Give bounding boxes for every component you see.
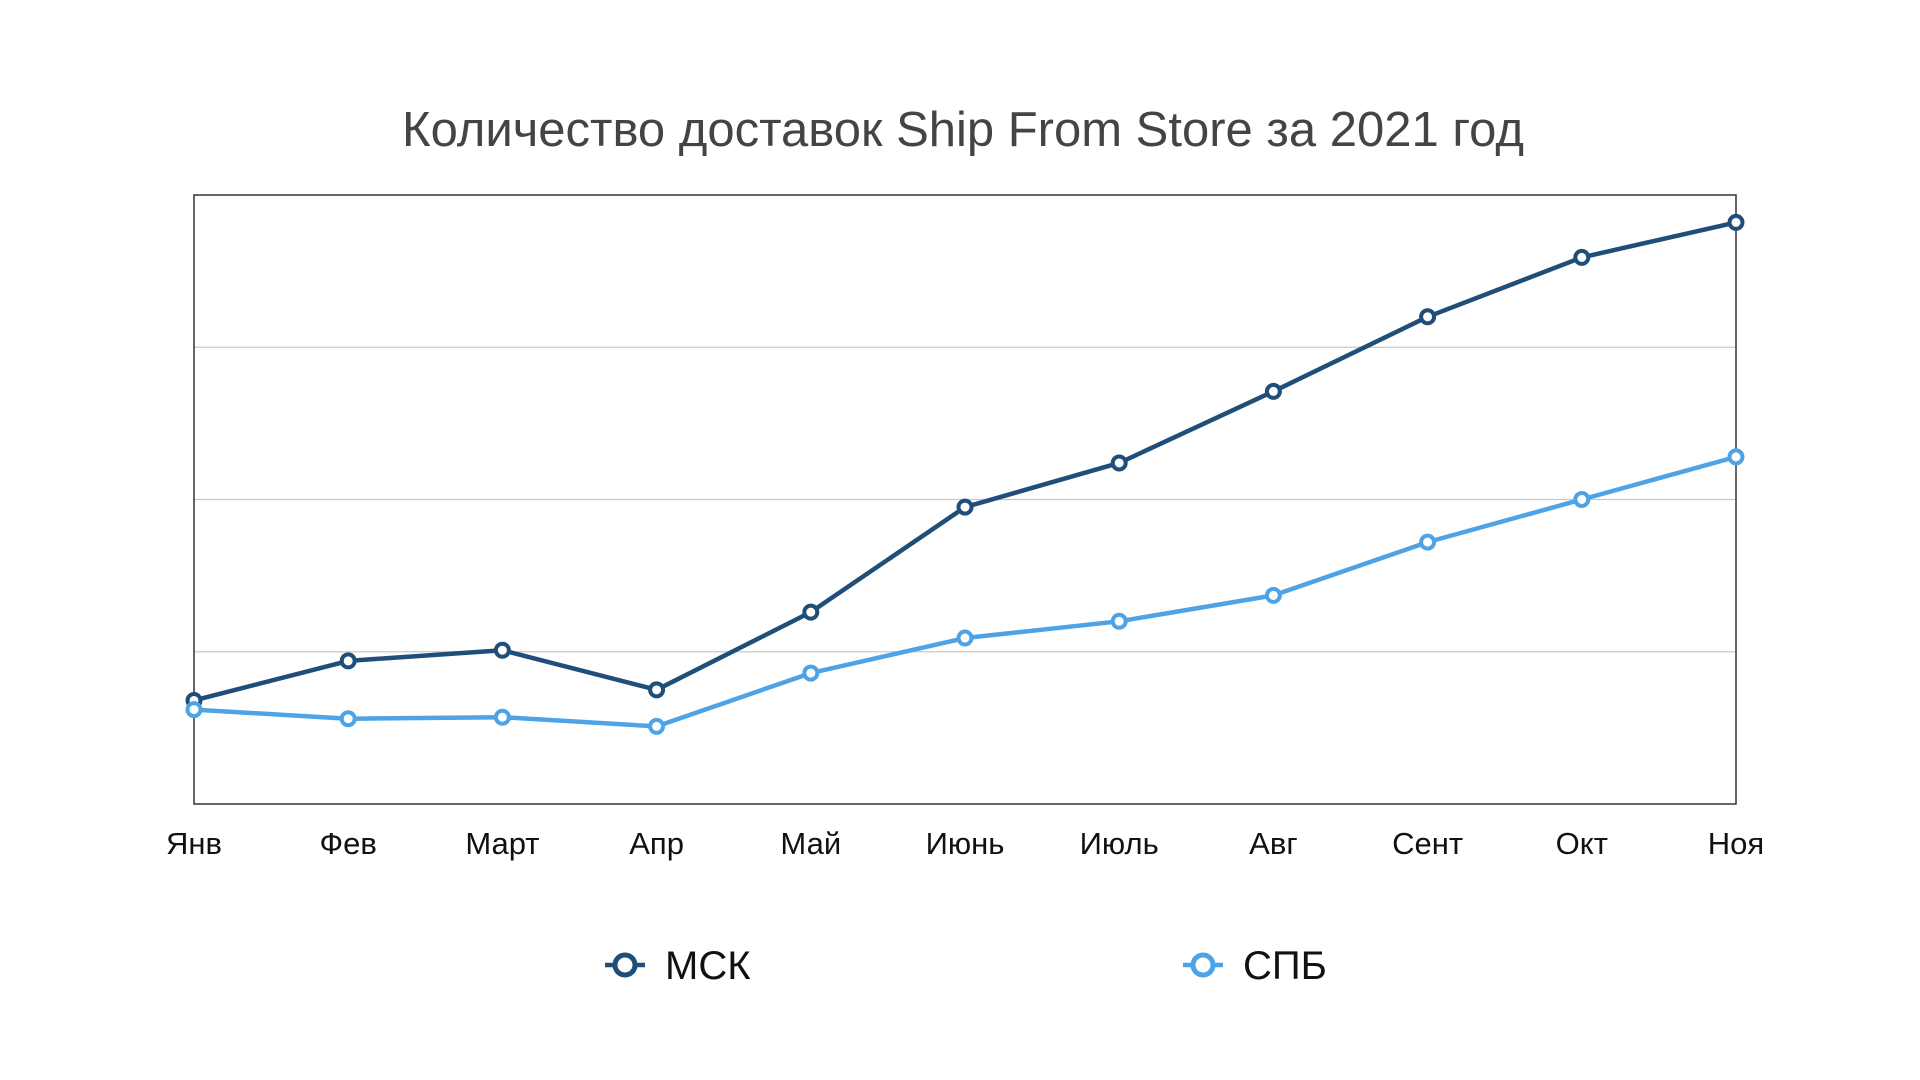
- data-point: [1419, 308, 1437, 326]
- x-tick-label: Март: [465, 826, 539, 861]
- x-tick-label: Ноя: [1708, 826, 1764, 861]
- legend: МСК СПБ: [605, 944, 1327, 988]
- x-tick-label: Фев: [320, 826, 377, 861]
- series-line: [191, 220, 1739, 703]
- series-1: [185, 213, 1745, 709]
- data-point: [493, 641, 511, 659]
- x-tick-label: Сент: [1392, 826, 1463, 861]
- data-point: [1573, 248, 1591, 266]
- series-line: [191, 454, 1739, 729]
- data-point: [956, 629, 974, 647]
- x-axis-tick-labels: Янв Фев Март Апр Май Июнь Июль Авг Сент Окт Ноя: [166, 826, 1764, 861]
- data-point: [648, 681, 666, 699]
- data-point: [1727, 213, 1745, 231]
- data-point: [493, 708, 511, 726]
- x-tick-label: Окт: [1556, 826, 1608, 861]
- legend-item: МСК: [605, 944, 751, 988]
- data-point: [1419, 533, 1437, 551]
- plot-area-border: [193, 194, 1737, 805]
- x-tick-label: Июль: [1080, 826, 1159, 861]
- legend-label: СПБ: [1243, 944, 1327, 988]
- data-point: [1264, 586, 1282, 604]
- x-tick-label: Апр: [629, 826, 684, 861]
- x-tick-label: Авг: [1249, 826, 1297, 861]
- data-point: [1573, 491, 1591, 508]
- legend-item: СПБ: [1183, 944, 1327, 988]
- chart-title: Количество доставок Ship From Store за 2…: [402, 103, 1524, 157]
- series-2: [185, 448, 1745, 735]
- data-point: [339, 710, 357, 728]
- legend-marker: [1190, 952, 1216, 978]
- series-layer: [185, 213, 1745, 735]
- data-point: [956, 498, 974, 516]
- data-point: [802, 603, 820, 621]
- x-tick-label: Янв: [166, 826, 222, 861]
- data-point: [1727, 448, 1745, 466]
- data-point: [802, 664, 820, 682]
- data-point: [185, 701, 203, 719]
- data-point: [1110, 612, 1128, 630]
- data-point: [1110, 454, 1128, 472]
- x-tick-label: Май: [780, 826, 841, 861]
- data-point: [1264, 382, 1282, 400]
- data-point: [648, 717, 666, 735]
- data-point: [339, 652, 357, 670]
- x-tick-label: Июнь: [926, 826, 1005, 861]
- legend-marker: [612, 952, 638, 978]
- legend-label: МСК: [665, 944, 751, 988]
